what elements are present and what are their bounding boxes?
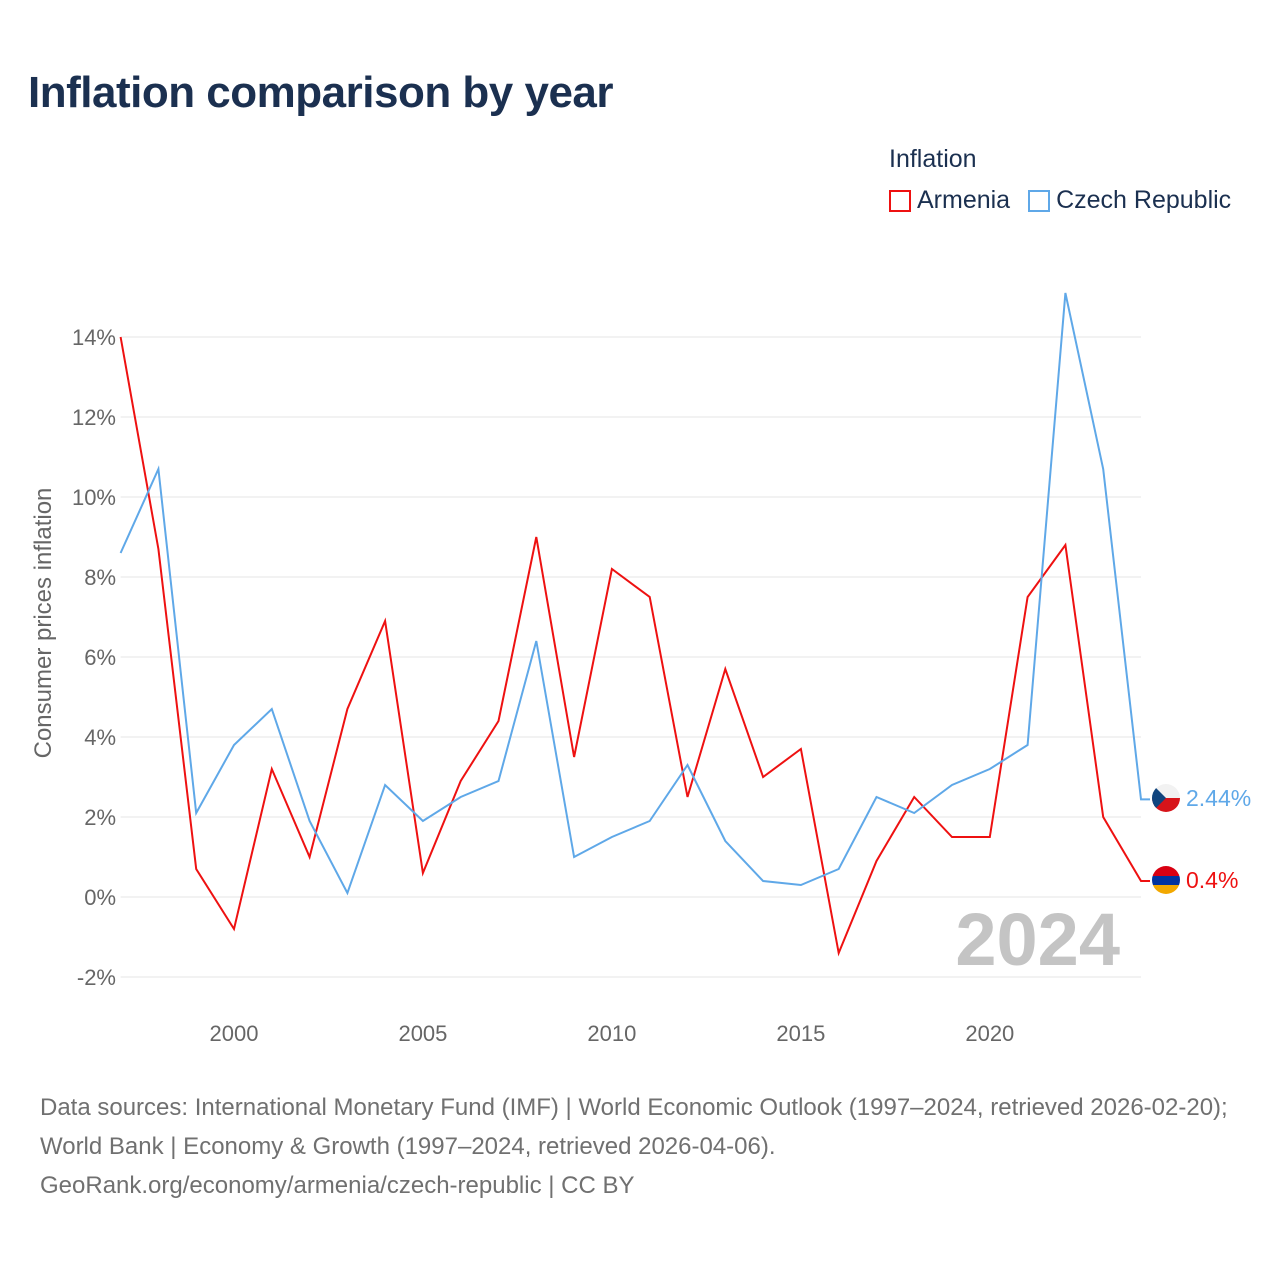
data-point[interactable] — [1100, 814, 1106, 820]
y-tick-label: 10% — [72, 485, 116, 510]
data-point[interactable] — [873, 858, 879, 864]
y-tick-label: 14% — [72, 325, 116, 350]
data-point[interactable] — [987, 766, 993, 772]
data-point[interactable] — [798, 882, 804, 888]
data-point[interactable] — [722, 666, 728, 672]
y-tick-label: -2% — [77, 965, 116, 990]
data-point[interactable] — [609, 566, 615, 572]
data-point[interactable] — [949, 834, 955, 840]
credit-link[interactable]: GeoRank.org/economy/armenia/czech-republ… — [40, 1172, 635, 1199]
data-point[interactable] — [722, 838, 728, 844]
series-line-czech-republic — [119, 292, 1150, 896]
data-point[interactable] — [836, 950, 842, 956]
data-point[interactable] — [1100, 466, 1106, 472]
data-point[interactable] — [496, 718, 502, 724]
data-sources: Data sources: International Monetary Fun… — [40, 1094, 1228, 1160]
data-point[interactable] — [458, 778, 464, 784]
y-tick-label: 4% — [84, 725, 116, 750]
data-point[interactable] — [420, 818, 426, 824]
data-point[interactable] — [269, 706, 275, 712]
data-point[interactable] — [949, 782, 955, 788]
data-point[interactable] — [798, 746, 804, 752]
data-point[interactable] — [836, 866, 842, 872]
chart-title: Inflation comparison by year — [28, 68, 614, 117]
data-point[interactable] — [647, 818, 653, 824]
year-watermark: 2024 — [955, 898, 1120, 981]
data-point[interactable] — [420, 870, 426, 876]
data-point[interactable] — [382, 782, 388, 788]
data-point[interactable] — [1025, 742, 1031, 748]
legend: Armenia Czech Republic — [889, 186, 1249, 215]
data-point[interactable] — [344, 890, 350, 896]
data-point[interactable] — [269, 766, 275, 772]
x-tick-label: 2005 — [398, 1021, 447, 1046]
data-point[interactable] — [873, 794, 879, 800]
x-tick-label: 2020 — [965, 1021, 1014, 1046]
legend-item-armenia[interactable]: Armenia — [889, 186, 1010, 215]
data-point[interactable] — [760, 878, 766, 884]
data-point[interactable] — [1025, 594, 1031, 600]
data-point[interactable] — [1138, 796, 1144, 802]
legend-swatch-czech-republic — [1028, 189, 1051, 212]
footer: Data sources: International Monetary Fun… — [40, 1088, 1250, 1205]
series-line-armenia — [119, 336, 1150, 957]
y-tick-label: 2% — [84, 805, 116, 830]
data-point[interactable] — [382, 618, 388, 624]
data-point[interactable] — [458, 794, 464, 800]
y-tick-label: 8% — [84, 565, 116, 590]
data-point[interactable] — [760, 774, 766, 780]
data-point[interactable] — [911, 810, 917, 816]
legend-title: Inflation — [889, 145, 977, 173]
y-axis-label: Consumer prices inflation — [30, 488, 57, 759]
legend-label-armenia: Armenia — [917, 186, 1011, 214]
data-point[interactable] — [1062, 542, 1068, 548]
flag-czech-republic-icon — [1152, 784, 1180, 812]
data-point[interactable] — [647, 594, 653, 600]
data-point[interactable] — [533, 638, 539, 644]
flag-armenia-icon — [1152, 866, 1180, 894]
data-point[interactable] — [987, 834, 993, 840]
data-point[interactable] — [307, 818, 313, 824]
data-point[interactable] — [911, 794, 917, 800]
data-point[interactable] — [496, 778, 502, 784]
y-tick-label: 0% — [84, 885, 116, 910]
legend-swatch-armenia — [889, 189, 911, 212]
data-point[interactable] — [344, 706, 350, 712]
x-tick-label: 2015 — [776, 1021, 825, 1046]
data-point[interactable] — [118, 334, 124, 340]
data-point[interactable] — [231, 926, 237, 932]
data-point[interactable] — [231, 742, 237, 748]
end-label-czech-republic: 2.44% — [1186, 785, 1251, 811]
data-point[interactable] — [609, 834, 615, 840]
legend-item-czech-republic[interactable]: Czech Republic — [1028, 186, 1231, 215]
data-point[interactable] — [193, 810, 199, 816]
data-point[interactable] — [684, 794, 690, 800]
legend-label-czech-republic: Czech Republic — [1056, 186, 1232, 214]
data-point[interactable] — [155, 546, 161, 552]
y-tick-label: 12% — [72, 405, 116, 430]
data-point[interactable] — [533, 534, 539, 540]
data-point[interactable] — [307, 854, 313, 860]
data-point[interactable] — [571, 854, 577, 860]
data-point[interactable] — [1138, 878, 1144, 884]
data-point[interactable] — [155, 466, 161, 472]
x-tick-label: 2010 — [587, 1021, 636, 1046]
data-point[interactable] — [118, 550, 124, 556]
end-label-armenia: 0.4% — [1186, 867, 1238, 893]
data-point[interactable] — [571, 754, 577, 760]
x-tick-label: 2000 — [210, 1021, 259, 1046]
data-point[interactable] — [684, 762, 690, 768]
data-point[interactable] — [1062, 290, 1068, 296]
data-point[interactable] — [193, 866, 199, 872]
y-tick-label: 6% — [84, 645, 116, 670]
